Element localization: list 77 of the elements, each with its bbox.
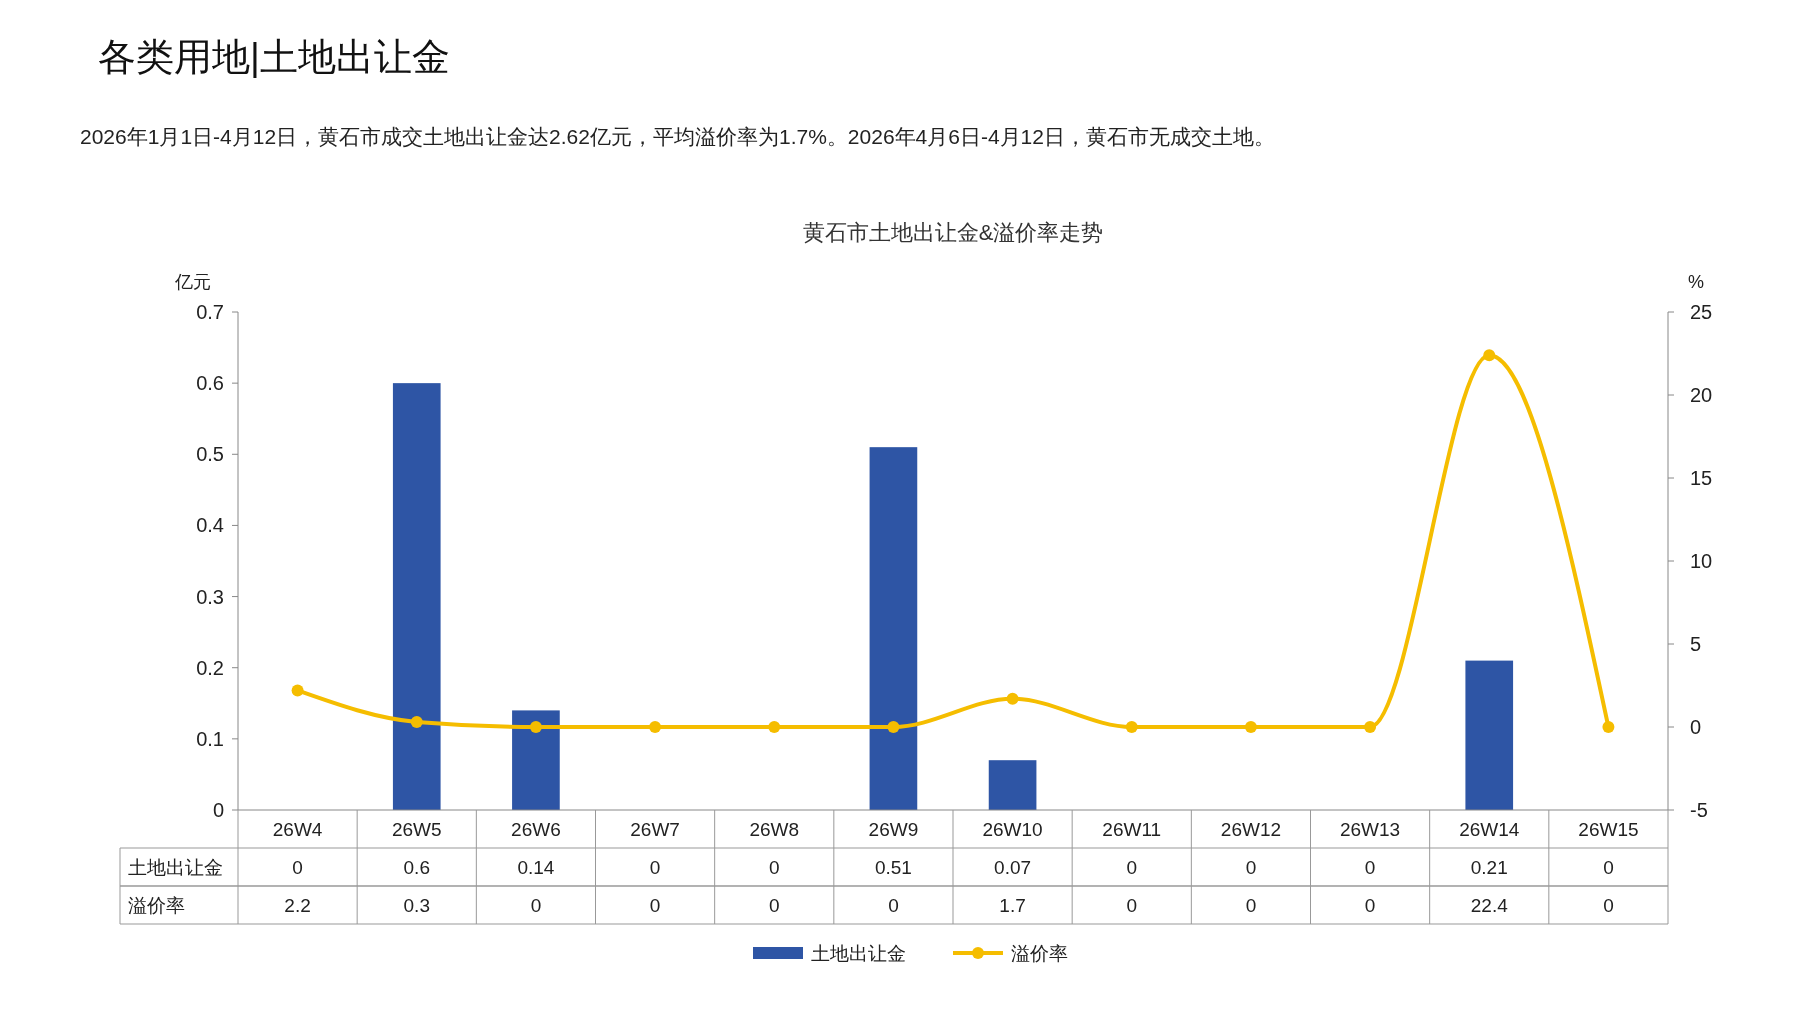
data-label: 0 <box>530 894 542 916</box>
y-tick-label: 0.5 <box>196 443 224 466</box>
data-label: 0 <box>1245 894 1257 916</box>
data-label: 0.6 <box>403 856 430 878</box>
bar <box>869 447 918 810</box>
text: 溢价率 <box>128 894 185 916</box>
y2-tick-label: 5 <box>1690 633 1702 655</box>
text: 2026年1月1日-4月12日，黄石市成交土地出让金达2.62亿元，平均溢价率为1.7%。2026年4月6日-4月12日，黄石市无成交土地。 <box>80 125 1275 148</box>
y2-tick-label: 15 <box>1690 467 1713 489</box>
data-label: 0.3 <box>403 894 430 916</box>
data-label: 2.2 <box>284 894 311 916</box>
y2-tick-label: 0 <box>1690 716 1702 738</box>
point <box>1602 721 1615 733</box>
x-tick-label: 26W11 <box>1102 818 1162 840</box>
x-tick-label: 26W5 <box>391 818 442 840</box>
x-tick-label: 26W9 <box>868 818 919 840</box>
y2-tick-label: 10 <box>1690 550 1713 572</box>
point <box>1483 349 1496 362</box>
y2-tick-label: 20 <box>1690 384 1713 406</box>
y-tick-label: 0.4 <box>196 514 224 537</box>
data-label: 0 <box>1126 894 1138 916</box>
x-tick-label: 26W7 <box>630 818 680 840</box>
legend-label: 土地出让金 <box>811 942 906 964</box>
point <box>649 721 662 733</box>
x-tick-label: 26W4 <box>272 818 323 840</box>
x-tick-label: 26W6 <box>511 818 561 840</box>
text: 土地出让金 <box>128 856 223 878</box>
x-tick-label: 26W14 <box>1459 818 1520 840</box>
bar <box>392 383 441 810</box>
data-label: 0 <box>1364 894 1376 916</box>
y-tick-label: 0.6 <box>196 372 224 395</box>
x-tick-label: 26W15 <box>1578 818 1639 840</box>
legend-label: 溢价率 <box>1011 942 1068 964</box>
point <box>887 721 900 733</box>
x-tick-label: 26W13 <box>1339 818 1401 840</box>
bar <box>988 760 1037 810</box>
data-label: 0 <box>1245 856 1257 878</box>
data-label: 0.14 <box>517 856 555 878</box>
point <box>1006 692 1019 705</box>
data-label: 0.51 <box>874 856 912 878</box>
point <box>291 684 304 697</box>
chart-title: 各类用地|土地出让金 <box>98 36 450 78</box>
data-label: 0 <box>292 856 303 878</box>
y-tick-label: 0.2 <box>196 656 224 679</box>
data-label: 0 <box>768 894 780 916</box>
data-label: 0.21 <box>1470 856 1508 878</box>
point <box>410 716 423 729</box>
y-tick-label: 0.1 <box>196 727 224 750</box>
point <box>1364 721 1377 733</box>
x-tick-label: 26W10 <box>982 818 1043 840</box>
y2-tick-label: 25 <box>1690 301 1713 323</box>
data-label: 0 <box>1603 856 1614 878</box>
data-label: 0 <box>649 894 661 916</box>
data-label: 0.07 <box>994 856 1032 878</box>
y2-axis-title: % <box>1687 272 1705 292</box>
point <box>529 721 542 733</box>
x-tick-label: 26W12 <box>1220 818 1282 840</box>
bar <box>1465 660 1514 810</box>
data-label: 22.4 <box>1470 894 1509 916</box>
data-label: 0 <box>1126 856 1138 878</box>
data-label: 0 <box>1603 894 1614 916</box>
data-label: 1.7 <box>999 894 1026 916</box>
y-axis-title: 亿元 <box>174 272 211 292</box>
point <box>768 721 781 733</box>
data-label: 0 <box>888 894 899 916</box>
x-tick-label: 26W8 <box>749 818 800 840</box>
point <box>1244 721 1257 733</box>
data-label: 0 <box>1364 856 1376 878</box>
chart-subtitle: 黄石市土地出让金&溢价率走势 <box>802 220 1104 245</box>
y2-tick-label: -5 <box>1690 799 1708 821</box>
y-tick-label: 0.3 <box>196 585 224 608</box>
y-tick-label: 0 <box>212 799 224 821</box>
data-label: 0 <box>768 856 780 878</box>
y-tick-label: 0.7 <box>196 301 224 323</box>
point <box>1125 721 1138 733</box>
data-label: 0 <box>649 856 661 878</box>
bar <box>512 710 560 810</box>
